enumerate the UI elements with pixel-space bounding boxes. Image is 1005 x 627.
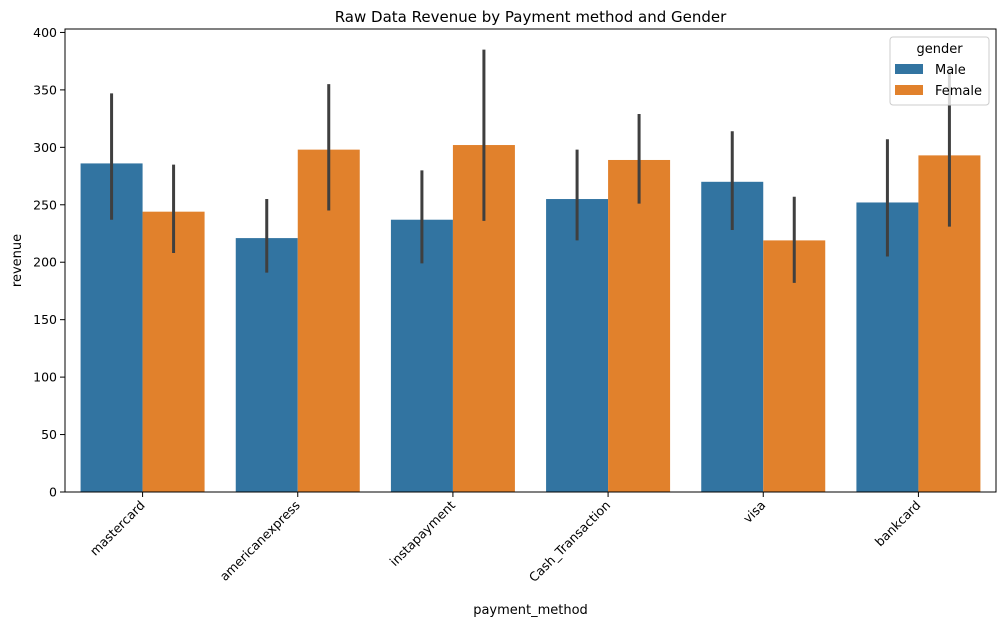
- x-tick-label-americanexpress: americanexpress: [217, 498, 303, 584]
- y-tick-label: 50: [41, 427, 57, 442]
- bar-Cash_Transaction-male: [546, 199, 609, 493]
- y-tick-label: 400: [33, 25, 57, 40]
- bar-americanexpress-male: [235, 238, 298, 492]
- legend-swatch-female: [895, 85, 923, 95]
- x-tick-label-instapayment: instapayment: [387, 497, 459, 569]
- legend-label-male: Male: [935, 63, 966, 78]
- bar-visa-male: [701, 181, 764, 492]
- plot-frame: [64, 28, 997, 493]
- legend-title: gender: [916, 42, 963, 57]
- chart-title: Raw Data Revenue by Payment method and G…: [335, 8, 727, 26]
- bar-Cash_Transaction-female: [608, 159, 671, 492]
- x-tick-label-visa: visa: [740, 498, 768, 526]
- y-axis-label: revenue: [10, 234, 25, 287]
- legend-label-female: Female: [935, 84, 982, 99]
- y-tick-label: 350: [33, 82, 57, 97]
- y-tick-label: 200: [33, 255, 57, 270]
- y-tick-label: 300: [33, 140, 57, 155]
- x-tick-label-mastercard: mastercard: [87, 498, 148, 559]
- legend-swatch-male: [895, 64, 923, 74]
- y-tick-label: 150: [33, 312, 57, 327]
- y-tick-label: 0: [49, 485, 57, 500]
- bars-layer: [80, 145, 981, 493]
- y-tick-label: 100: [33, 370, 57, 385]
- x-tick-label-bankcard: bankcard: [872, 498, 924, 550]
- y-tick-label: 250: [33, 197, 57, 212]
- bar-mastercard-female: [142, 211, 205, 492]
- legend: gender Male Female: [889, 36, 990, 106]
- bar-instapayment-male: [390, 219, 453, 492]
- x-axis-label: payment_method: [473, 603, 588, 618]
- x-tick-label-Cash_Transaction: Cash_Transaction: [526, 498, 613, 585]
- errorbars-layer: [110, 49, 951, 283]
